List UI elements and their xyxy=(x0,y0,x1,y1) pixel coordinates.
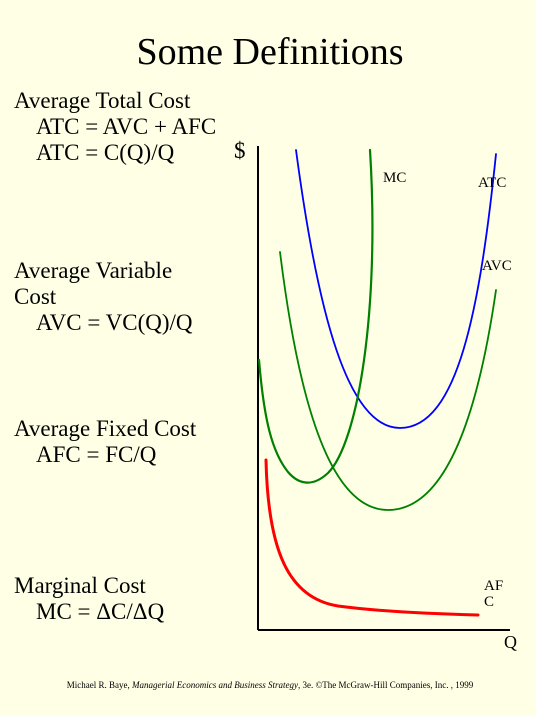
curve-afc xyxy=(266,460,478,615)
def-mc-line1: MC = ΔC/ΔQ xyxy=(14,599,244,625)
curve-avc xyxy=(280,252,496,510)
footer-rest: , 3e. ©The McGraw-Hill Companies, Inc. ,… xyxy=(298,680,473,690)
def-avc-head: Average Variable Cost xyxy=(14,258,172,309)
cost-curves-chart: $ MC ATC AVC AFC Q xyxy=(228,140,528,640)
footer-author: Michael R. Baye, xyxy=(67,680,132,690)
footer-book: Managerial Economics and Business Strate… xyxy=(132,680,298,690)
curve-label-atc: ATC xyxy=(478,175,506,192)
afc-label-part: AF xyxy=(484,578,503,594)
curve-label-mc: MC xyxy=(383,170,406,187)
def-atc-head: Average Total Cost xyxy=(14,88,190,113)
axis-label-q: Q xyxy=(504,632,517,653)
curve-mc xyxy=(259,150,372,483)
curve-atc xyxy=(296,150,496,428)
def-atc-line1: ATC = AVC + AFC xyxy=(14,114,219,140)
footer-citation: Michael R. Baye, Managerial Economics an… xyxy=(0,680,540,691)
axis-label-dollar: $ xyxy=(234,138,246,164)
def-mc: Marginal Cost MC = ΔC/ΔQ xyxy=(14,573,244,625)
def-afc-head: Average Fixed Cost xyxy=(14,416,196,441)
def-avc: Average Variable Cost AVC = VC(Q)/Q xyxy=(14,258,209,336)
page: Some Definitions Average Total Cost ATC … xyxy=(0,0,540,720)
def-atc-line2: ATC = C(Q)/Q xyxy=(14,140,219,166)
def-afc-line1: AFC = FC/Q xyxy=(14,442,214,468)
def-atc: Average Total Cost ATC = AVC + AFC ATC =… xyxy=(14,88,219,166)
curve-label-afc: AFC xyxy=(484,578,503,610)
afc-label-part: C xyxy=(484,594,494,610)
def-mc-head: Marginal Cost xyxy=(14,573,146,598)
def-avc-line1: AVC = VC(Q)/Q xyxy=(14,310,209,336)
def-afc: Average Fixed Cost AFC = FC/Q xyxy=(14,416,214,468)
page-title: Some Definitions xyxy=(0,30,540,74)
chart-svg xyxy=(228,140,528,640)
curve-label-avc: AVC xyxy=(482,258,512,275)
